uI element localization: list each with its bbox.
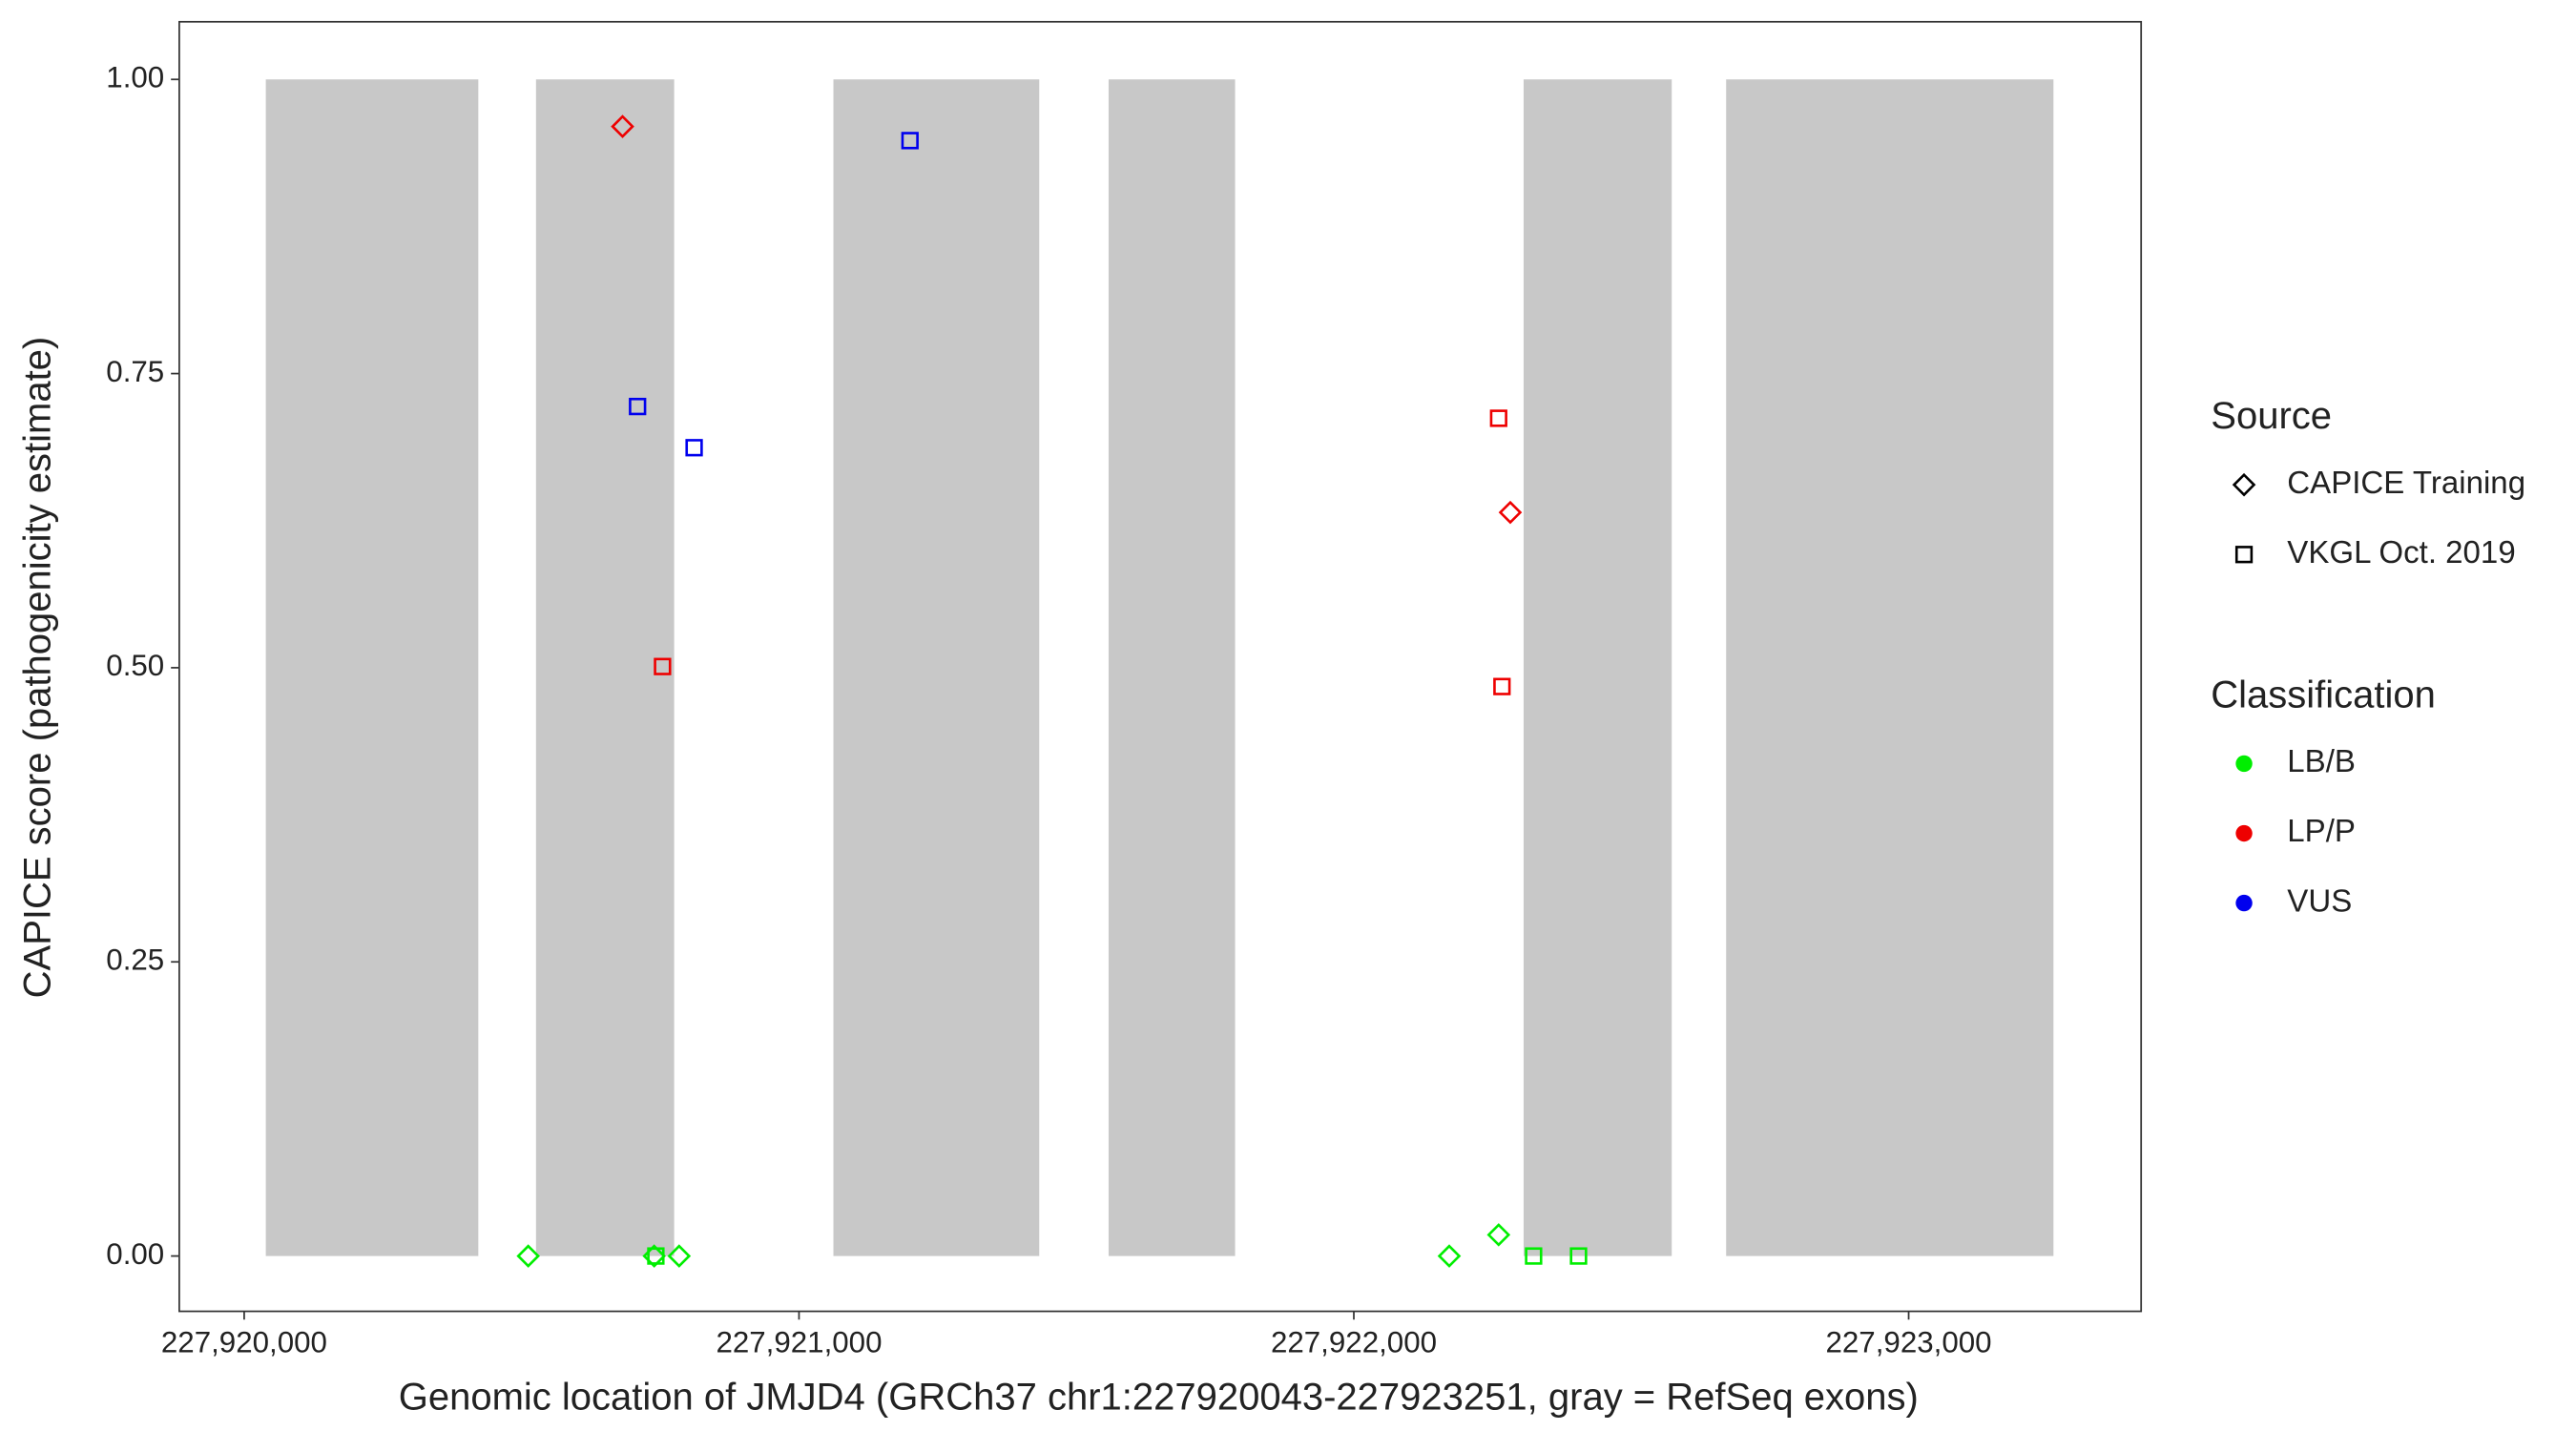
legend-label: CAPICE Training	[2287, 466, 2525, 501]
x-tick-label: 227,922,000	[1271, 1326, 1437, 1359]
legend-symbol	[2232, 472, 2256, 497]
y-tick-label: 0.75	[106, 355, 164, 388]
legend-label: VUS	[2287, 883, 2352, 919]
point	[654, 657, 672, 675]
y-tick-label: 0.50	[106, 649, 164, 682]
legend-label: LP/P	[2287, 814, 2356, 849]
x-tick-label: 227,921,000	[716, 1326, 882, 1359]
x-axis-label: Genomic location of JMJD4 (GRCh37 chr1:2…	[399, 1376, 1919, 1418]
legend-symbol	[2235, 894, 2253, 912]
legend-symbol	[2235, 824, 2253, 842]
exon	[1726, 79, 2054, 1256]
exon	[1108, 79, 1236, 1256]
plot-border	[178, 20, 2143, 1313]
y-tick-label: 0.00	[106, 1237, 164, 1271]
point	[901, 132, 919, 150]
x-tick-label: 227,923,000	[1826, 1326, 1992, 1359]
exon	[833, 79, 1040, 1256]
point	[516, 1244, 540, 1268]
point	[1498, 500, 1523, 525]
x-tick-label: 227,920,000	[161, 1326, 327, 1359]
exon	[265, 79, 479, 1256]
legend-title: Source	[2211, 395, 2332, 437]
point	[647, 1247, 665, 1265]
point	[629, 397, 647, 416]
legend-label: LB/B	[2287, 744, 2356, 779]
point	[1493, 677, 1511, 695]
point	[667, 1244, 692, 1268]
exon	[1523, 79, 1672, 1256]
exon	[535, 79, 675, 1256]
legend-label: VKGL Oct. 2019	[2287, 535, 2515, 570]
point	[685, 439, 703, 457]
legend-symbol	[2235, 755, 2253, 773]
point	[1486, 1223, 1511, 1247]
legend-symbol	[2234, 546, 2254, 564]
y-tick-label: 0.25	[106, 944, 164, 977]
y-axis-label: CAPICE score (pathogenicity estimate)	[16, 337, 58, 999]
point	[1525, 1247, 1543, 1265]
legend-title: Classification	[2211, 674, 2436, 716]
point	[1489, 409, 1507, 427]
point	[611, 114, 634, 138]
point	[1437, 1244, 1462, 1268]
y-tick-label: 1.00	[106, 61, 164, 94]
point	[1569, 1247, 1588, 1265]
